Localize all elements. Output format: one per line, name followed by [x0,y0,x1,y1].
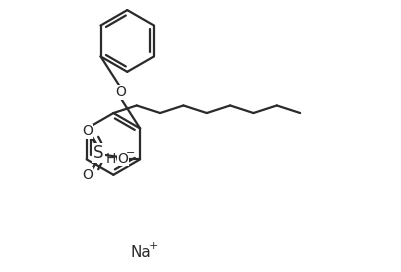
Text: O: O [115,85,126,100]
Text: O: O [82,168,93,182]
Text: −: − [126,148,135,158]
Text: +: + [149,241,158,251]
Text: O: O [117,152,128,166]
Text: O: O [82,124,93,138]
Text: Na: Na [131,245,152,260]
Text: S: S [93,144,104,162]
Text: HO: HO [106,152,127,166]
